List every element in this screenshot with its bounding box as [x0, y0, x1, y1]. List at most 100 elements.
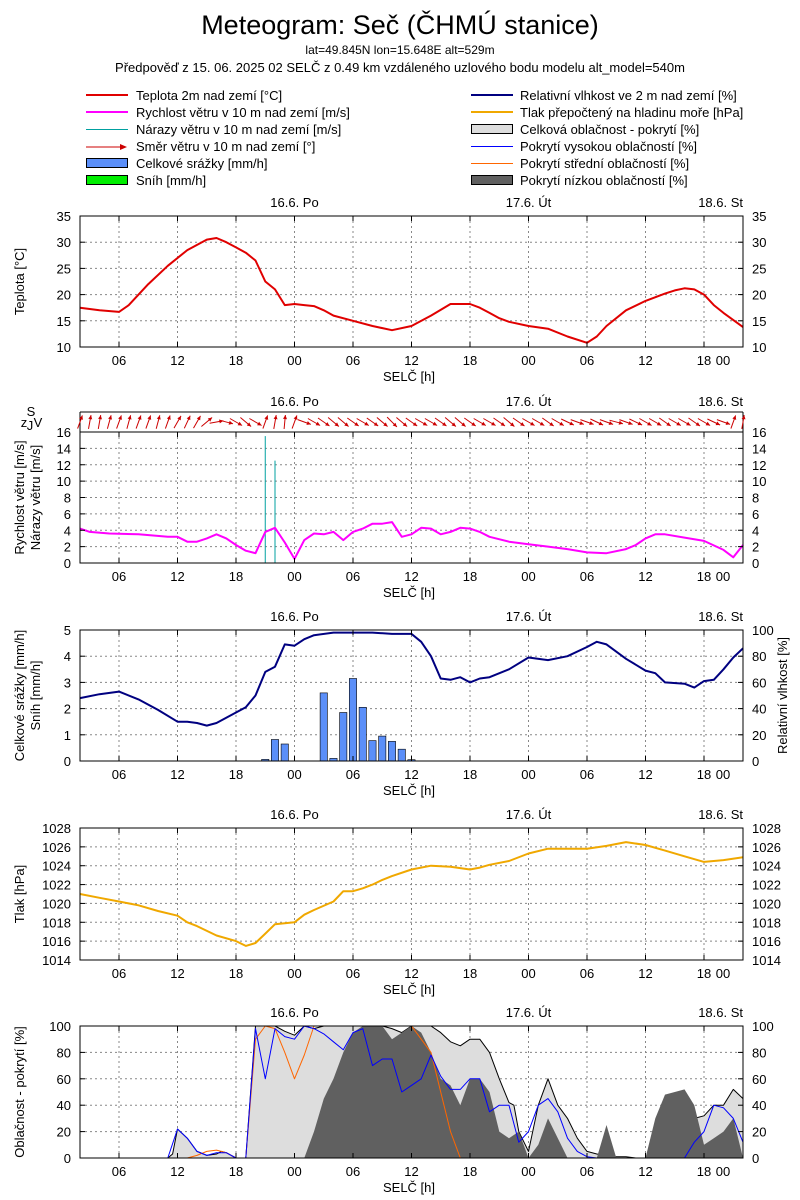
wind-direction-arrowhead	[461, 422, 466, 427]
wind-direction-arrowhead	[354, 422, 359, 426]
wind-direction-arrowhead	[364, 421, 369, 426]
wind-direction-arrowhead	[156, 415, 161, 420]
y-tick-label: 60	[57, 1072, 71, 1087]
y-tick-label: 1020	[42, 896, 71, 911]
direction-label: z	[21, 415, 28, 430]
x-tick-label: 00	[716, 569, 730, 584]
x-tick-label: 18	[463, 1164, 477, 1179]
wind-direction-arrowhead	[491, 421, 496, 426]
x-tick-label: 06	[112, 767, 126, 782]
wind-direction-arrowhead	[147, 415, 152, 420]
y-tick-label-right: 15	[752, 314, 766, 329]
wind-direction-arrowhead	[402, 422, 408, 427]
x-tick-label: 06	[580, 569, 594, 584]
y-tick-label-right: 16	[752, 425, 766, 440]
y-tick-label: 100	[49, 1019, 71, 1034]
wind-direction-arrowhead	[422, 421, 428, 426]
y-tick-label: 20	[57, 1125, 71, 1140]
y-tick-label-right: 1020	[752, 896, 781, 911]
wind-direction-arrowhead	[118, 415, 122, 420]
wind-direction-arrowhead	[481, 421, 486, 426]
y-tick-label: 80	[57, 1045, 71, 1060]
y-axis-label-secondary: Nárazy větru [m/s]	[28, 445, 43, 550]
day-label: 18.6. St	[698, 394, 743, 409]
x-tick-label: 18	[697, 353, 711, 368]
precip-bar	[387, 741, 396, 762]
x-tick-label: 12	[170, 1164, 184, 1179]
y-tick-label-right: 12	[752, 458, 766, 473]
legend-label: Směr větru v 10 m nad zemí [°]	[136, 139, 316, 154]
y-tick-label: 1026	[42, 840, 71, 855]
wind-direction-arrowhead	[628, 421, 633, 425]
wind-direction-arrowhead	[647, 421, 652, 426]
y-tick-label-right: 2	[752, 540, 759, 555]
day-label: 18.6. St	[698, 1005, 743, 1020]
y-tick-label-right: 20	[752, 288, 766, 303]
wind-direction-arrowhead	[530, 421, 535, 426]
legend-label: Nárazy větru v 10 m nad zemí [m/s]	[136, 122, 342, 137]
wind-direction-arrowhead	[392, 422, 397, 427]
wind-direction-arrowhead	[451, 422, 456, 427]
day-label: 16.6. Po	[270, 609, 318, 624]
legend-label: Rychlost větru v 10 m nad zemí [m/s]	[136, 105, 350, 120]
x-tick-label: 00	[287, 569, 301, 584]
y-tick-label-right: 60	[752, 675, 766, 690]
wind-direction-arrowhead	[618, 420, 623, 425]
wind-direction-arrowhead	[196, 415, 201, 421]
x-tick-label: 06	[346, 569, 360, 584]
x-tick-label: 12	[404, 1164, 418, 1179]
y-tick-label: 1018	[42, 915, 71, 930]
legend-label: Pokrytí střední oblačností [%]	[520, 156, 690, 171]
legend-symbol-right-3	[471, 146, 513, 147]
wind-direction-arrowhead	[500, 422, 505, 426]
day-label: 18.6. St	[698, 609, 743, 624]
wind-direction-arrowhead	[334, 422, 339, 427]
y-tick-label-right: 6	[752, 507, 759, 522]
wind-direction-arrowhead	[344, 422, 349, 427]
y-tick-label-right: 80	[752, 649, 766, 664]
wind-direction-arrowhead	[273, 415, 278, 420]
x-tick-label: 12	[638, 966, 652, 981]
page-title: Meteogram: Seč (ČHMÚ stanice)	[201, 10, 599, 40]
x-tick-label: 00	[716, 767, 730, 782]
humidity-line	[79, 631, 744, 727]
wind-direction-arrowhead	[373, 422, 379, 426]
wind-direction-arrowhead	[166, 415, 171, 420]
y-tick-label: 16	[57, 425, 71, 440]
y-tick-label: 4	[64, 649, 71, 664]
legend-label: Celkové srážky [mm/h]	[136, 156, 268, 171]
y-axis-label: Rychlost větru [m/s]	[12, 440, 27, 554]
x-tick-label: 06	[580, 353, 594, 368]
legend-label: Tlak přepočtený na hladinu moře [hPa]	[520, 105, 744, 120]
y-tick-label: 6	[64, 507, 71, 522]
x-tick-label: 06	[112, 353, 126, 368]
wind-direction-arrowhead	[127, 415, 132, 420]
y-tick-label-right: 25	[752, 261, 766, 276]
legend-label: Pokrytí nízkou oblačností [%]	[520, 173, 688, 188]
y-tick-label: 12	[57, 458, 71, 473]
y-tick-label: 2	[64, 540, 71, 555]
x-tick-label: 06	[580, 767, 594, 782]
x-axis-label: SELČ [h]	[383, 1180, 435, 1195]
x-tick-label: 06	[112, 569, 126, 584]
x-tick-label: 18	[229, 1164, 243, 1179]
x-tick-label: 12	[170, 353, 184, 368]
x-tick-label: 00	[716, 1164, 730, 1179]
x-tick-label: 18	[463, 767, 477, 782]
x-tick-label: 06	[346, 353, 360, 368]
legend-label: Pokrytí vysokou oblačností [%]	[520, 139, 698, 154]
direction-label: J	[27, 418, 34, 433]
y-tick-label-right: 1028	[752, 821, 781, 836]
wind-direction-arrowhead	[510, 422, 515, 427]
x-tick-label: 18	[229, 767, 243, 782]
precip-bar	[280, 743, 289, 762]
x-tick-label: 00	[521, 1164, 535, 1179]
wind-direction-arrowhead	[246, 422, 252, 427]
precip-bar	[358, 706, 367, 762]
x-axis-label: SELČ [h]	[383, 585, 435, 600]
x-tick-label: 12	[638, 569, 652, 584]
legend-label: Relativní vlhkost ve 2 m nad zemí [%]	[520, 88, 737, 103]
legend-symbol-left-0	[86, 94, 128, 96]
